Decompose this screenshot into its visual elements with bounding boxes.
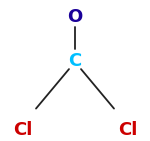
Text: Cl: Cl <box>13 121 32 139</box>
Text: C: C <box>68 52 82 70</box>
Text: Cl: Cl <box>118 121 137 139</box>
Text: O: O <box>67 8 83 26</box>
